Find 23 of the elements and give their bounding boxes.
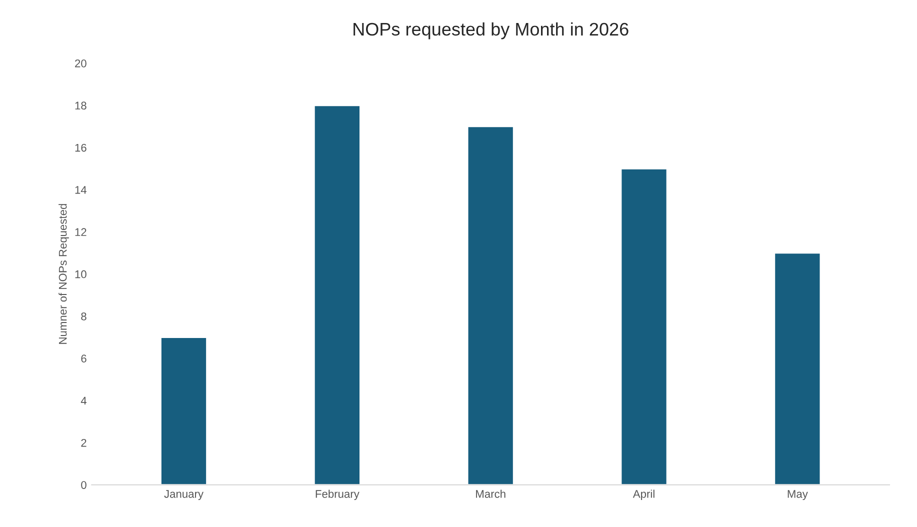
bar [160,336,208,485]
y-tick-label: 18 [75,102,86,110]
bar [774,252,822,485]
y-tick-label: 2 [81,438,86,447]
x-tick-label: January [164,490,204,500]
y-tick-label: 8 [81,312,86,320]
y-tick-label: 4 [80,396,87,405]
y-tick-label: 14 [75,186,87,194]
y-tick-label: 10 [75,270,86,278]
bar [313,104,361,485]
bar [620,168,668,485]
y-tick-label: 20 [75,60,86,68]
x-tick-label: March [476,490,506,498]
y-tick-label: 16 [75,144,86,152]
chart-title: NOPs requested by Month in 2026 [354,22,628,40]
y-tick-label: 6 [81,354,86,362]
bar [466,126,514,485]
x-tick-label: April [632,490,654,500]
x-tick-label: February [316,490,360,500]
y-tick-label: 0 [81,481,86,489]
x-tick-label: May [788,490,808,500]
y-tick-label: 12 [75,228,86,236]
y-axis-title: Numner of NOPs Requested [58,204,69,344]
